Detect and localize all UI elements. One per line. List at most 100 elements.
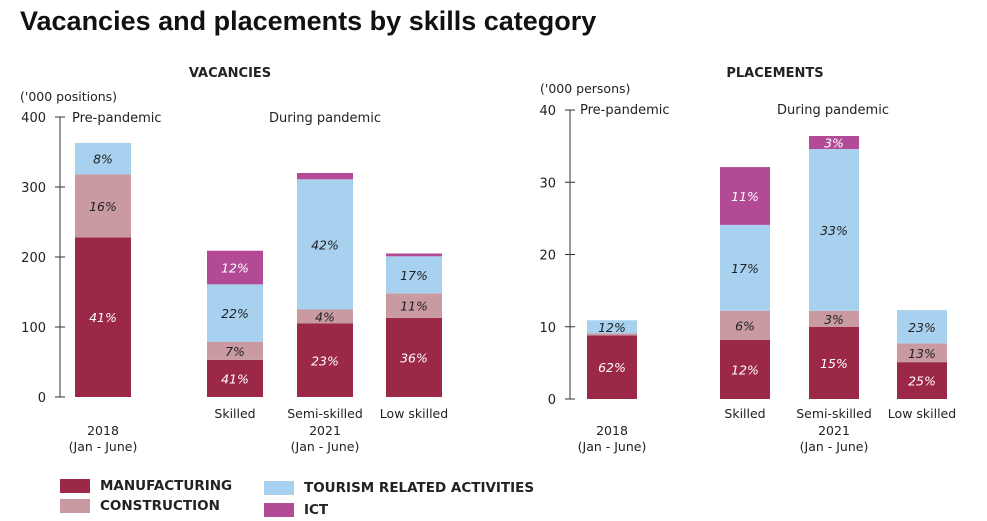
placements-data-label-tourism: 23%	[908, 320, 936, 335]
placements-bar-construction	[897, 343, 947, 363]
vacancies-unit-label: ('000 positions)	[20, 89, 117, 104]
placements-category-label: Semi-skilled	[796, 406, 872, 421]
placements-data-label-construction: 3%	[824, 312, 844, 327]
placements-data-label-manufacturing: 12%	[731, 362, 759, 377]
vacancies-category-label: 2018	[87, 423, 119, 438]
placements-category-label: Skilled	[724, 406, 765, 421]
vacancies-bar-ict	[297, 173, 353, 180]
placements-category-label: 2018	[596, 423, 628, 438]
placements-data-label-tourism: 33%	[820, 223, 848, 238]
vacancies-bar-construction	[297, 309, 353, 324]
vacancies-data-label-manufacturing: 41%	[221, 371, 249, 386]
placements-y-tick-label: 40	[539, 104, 556, 119]
legend-item-manufacturing: MANUFACTURING	[60, 478, 232, 494]
placements-data-label-ict: 11%	[731, 189, 759, 204]
vacancies-y-tick-label: 100	[21, 321, 46, 336]
vacancies-bar-construction	[75, 174, 131, 238]
placements-bar-tourism	[587, 320, 637, 334]
placements-y-tick-label: 10	[539, 321, 556, 336]
vacancies-y-tick-label: 400	[21, 111, 46, 126]
placements-bar-manufacturing	[587, 335, 637, 399]
vacancies-data-label-manufacturing: 36%	[400, 350, 428, 365]
placements-category-label: Low skilled	[888, 406, 956, 421]
vacancies-data-label-tourism: 8%	[93, 152, 113, 167]
placements-y-tick-label: 30	[539, 176, 556, 191]
page-title: Vacancies and placements by skills categ…	[20, 6, 597, 36]
placements-data-label-construction: 6%	[735, 318, 755, 333]
placements-bar-ict	[720, 167, 770, 225]
vacancies-bar-manufacturing	[75, 237, 131, 397]
legend-swatch-manufacturing	[60, 479, 90, 493]
vacancies-y-tick-label: 0	[38, 391, 46, 406]
placements-bar-tourism	[720, 224, 770, 311]
placements-data-label-ict: 3%	[824, 136, 844, 151]
placements-y-tick-label: 0	[548, 393, 556, 408]
vacancies-bar-manufacturing	[386, 317, 442, 397]
placements-data-label-manufacturing: 62%	[598, 360, 626, 375]
vacancies-data-label-tourism: 22%	[221, 306, 249, 321]
placements-bar-construction	[809, 310, 859, 327]
placements-bar-construction	[720, 310, 770, 340]
legend-item-tourism: TOURISM RELATED ACTIVITIES	[264, 480, 534, 496]
vacancies-category-label: Low skilled	[380, 406, 448, 421]
placements-y-tick-label: 20	[539, 249, 556, 264]
vacancies-bar-ict	[207, 250, 263, 285]
vacancies-data-label-ict: 12%	[221, 261, 249, 276]
vacancies-sublabel-2021: 2021	[309, 423, 341, 438]
placements-data-label-tourism: 12%	[598, 320, 626, 335]
legend-label-manufacturing: MANUFACTURING	[100, 478, 233, 494]
vacancies-sublabel-2021-months: (Jan - June)	[291, 439, 360, 454]
vacancies-title: VACANCIES	[189, 66, 271, 81]
legend-label-tourism: TOURISM RELATED ACTIVITIES	[304, 480, 535, 496]
vacancies-bar-ict	[386, 253, 442, 257]
placements-title: PLACEMENTS	[726, 66, 823, 81]
vacancies-data-label-construction: 16%	[89, 199, 117, 214]
placements-bar-tourism	[897, 310, 947, 344]
vacancies-bar-manufacturing	[207, 359, 263, 397]
placements-data-label-construction: 13%	[908, 346, 936, 361]
placements-bar-construction	[587, 333, 637, 336]
vacancies-category-label: Semi-skilled	[287, 406, 363, 421]
vacancies-bar-construction	[386, 293, 442, 318]
vacancies-bar-construction	[207, 341, 263, 360]
placements-period-pre: Pre-pandemic	[580, 103, 670, 118]
placements-bar-manufacturing	[720, 339, 770, 399]
vacancies-bar-manufacturing	[297, 323, 353, 397]
vacancies-bar-tourism	[386, 256, 442, 294]
placements-data-label-manufacturing: 25%	[908, 374, 936, 389]
vacancies-data-label-construction: 7%	[225, 344, 245, 359]
vacancies-period-during: During pandemic	[269, 111, 381, 126]
placements-sublabel-2021-months: (Jan - June)	[800, 439, 869, 454]
vacancies-y-tick-label: 200	[21, 251, 46, 266]
legend-swatch-construction	[60, 499, 90, 513]
vacancies-data-label-tourism: 17%	[400, 268, 428, 283]
placements-data-label-manufacturing: 15%	[820, 356, 848, 371]
placements-bar-manufacturing	[897, 362, 947, 399]
legend-item-construction: CONSTRUCTION	[60, 498, 220, 514]
vacancies-data-label-construction: 4%	[315, 310, 335, 325]
vacancies-period-pre: Pre-pandemic	[72, 111, 162, 126]
vacancies-bar-tourism	[75, 142, 131, 175]
vacancies-category-label: Skilled	[214, 406, 255, 421]
vacancies-bar-tourism	[297, 179, 353, 310]
vacancies-y-tick-label: 300	[21, 181, 46, 196]
placements-sublabel-2018-months: (Jan - June)	[578, 439, 647, 454]
placements-period-during: During pandemic	[777, 103, 889, 118]
legend-swatch-ict	[264, 503, 294, 517]
vacancies-data-label-manufacturing: 41%	[89, 310, 117, 325]
legend-label-construction: CONSTRUCTION	[100, 498, 220, 514]
placements-bar-tourism	[809, 149, 859, 311]
placements-data-label-tourism: 17%	[731, 261, 759, 276]
placements-bar-manufacturing	[809, 326, 859, 399]
legend: MANUFACTURING CONSTRUCTION TOURISM RELAT…	[60, 478, 580, 518]
vacancies-sublabel-2018-months: (Jan - June)	[69, 439, 138, 454]
legend-item-ict: ICT	[264, 502, 328, 518]
placements-sublabel-2021: 2021	[818, 423, 850, 438]
legend-label-ict: ICT	[304, 502, 329, 518]
legend-swatch-tourism	[264, 481, 294, 495]
vacancies-bar-tourism	[207, 284, 263, 342]
vacancies-data-label-construction: 11%	[400, 299, 428, 314]
placements-unit-label: ('000 persons)	[540, 81, 630, 96]
vacancies-data-label-tourism: 42%	[311, 237, 339, 252]
